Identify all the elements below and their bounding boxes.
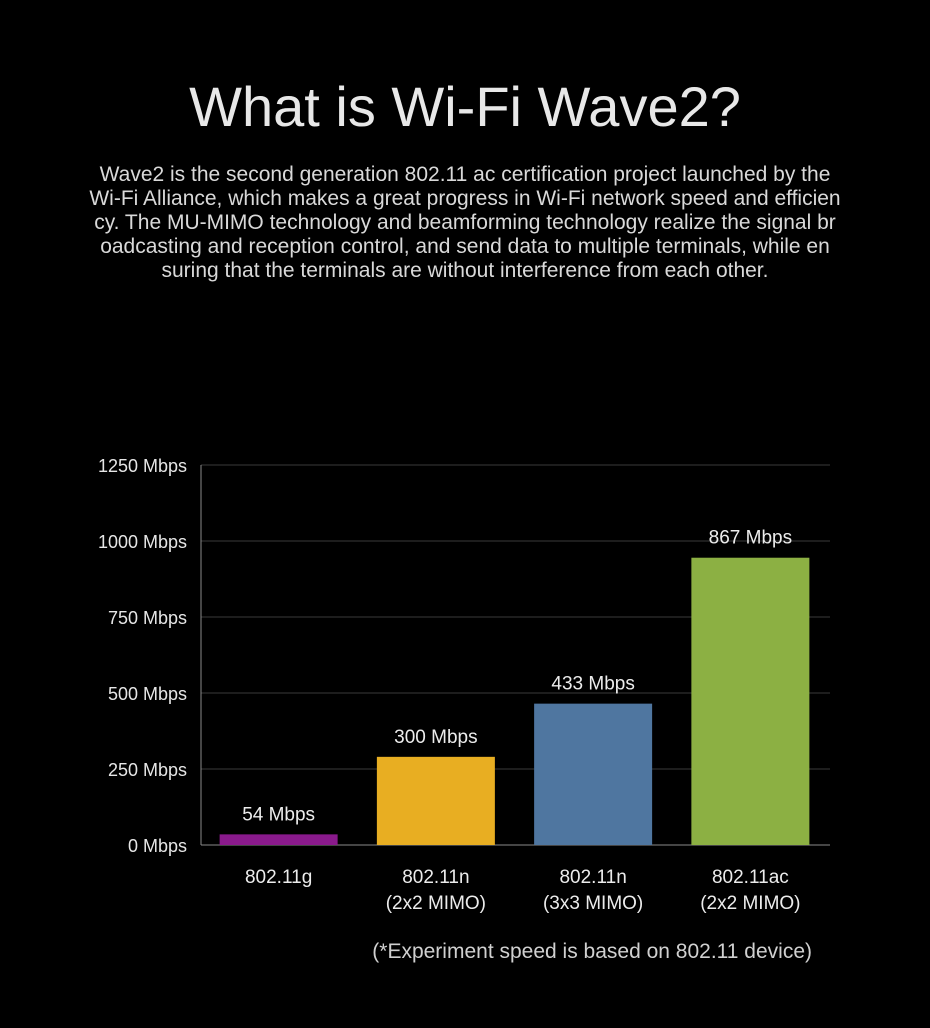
- x-tick-label: 802.11ac: [712, 867, 789, 888]
- bar-chart: 0 Mbps 250 Mbps 500 Mbps 750 Mbps 1000 Mbps 1…: [98, 456, 830, 914]
- page-title: What is Wi-Fi Wave2?: [189, 75, 741, 138]
- y-tick-label: 0 Mbps: [128, 836, 187, 856]
- bar: [376, 756, 495, 845]
- bar: [691, 557, 810, 845]
- data-label: 300 Mbps: [394, 727, 477, 748]
- description-line: oadcasting and reception control, and se…: [100, 235, 830, 258]
- x-tick-label: (2x2 MIMO): [386, 893, 486, 914]
- bar: [219, 834, 338, 845]
- description-line: Wave2 is the second generation 802.11 ac…: [99, 163, 831, 186]
- x-tick-label: 802.11g: [245, 867, 312, 888]
- y-tick-label: 250 Mbps: [108, 760, 187, 780]
- x-tick-label: (2x2 MIMO): [700, 893, 800, 914]
- x-tick-label: (3x3 MIMO): [543, 893, 643, 914]
- y-tick-label: 1000 Mbps: [98, 532, 187, 552]
- x-tick-label: 802.11n: [402, 867, 469, 888]
- description-line: cy. The MU-MIMO technology and beamformi…: [94, 211, 836, 234]
- y-tick-label: 500 Mbps: [108, 684, 187, 704]
- description-paragraph: Wave2 is the second generation 802.11 ac…: [40, 163, 890, 283]
- y-tick-label: 1250 Mbps: [98, 456, 187, 476]
- data-label: 433 Mbps: [551, 674, 634, 695]
- footnote: (*Experiment speed is based on 802.11 de…: [372, 940, 812, 963]
- data-label: 54 Mbps: [242, 804, 315, 825]
- description-line: suring that the terminals are without in…: [161, 259, 769, 282]
- data-label: 867 Mbps: [709, 528, 792, 549]
- y-tick-label: 750 Mbps: [108, 608, 187, 628]
- x-tick-label: 802.11n: [559, 867, 626, 888]
- description-line: Wi-Fi Alliance, which makes a great prog…: [89, 187, 841, 210]
- bar: [534, 703, 653, 845]
